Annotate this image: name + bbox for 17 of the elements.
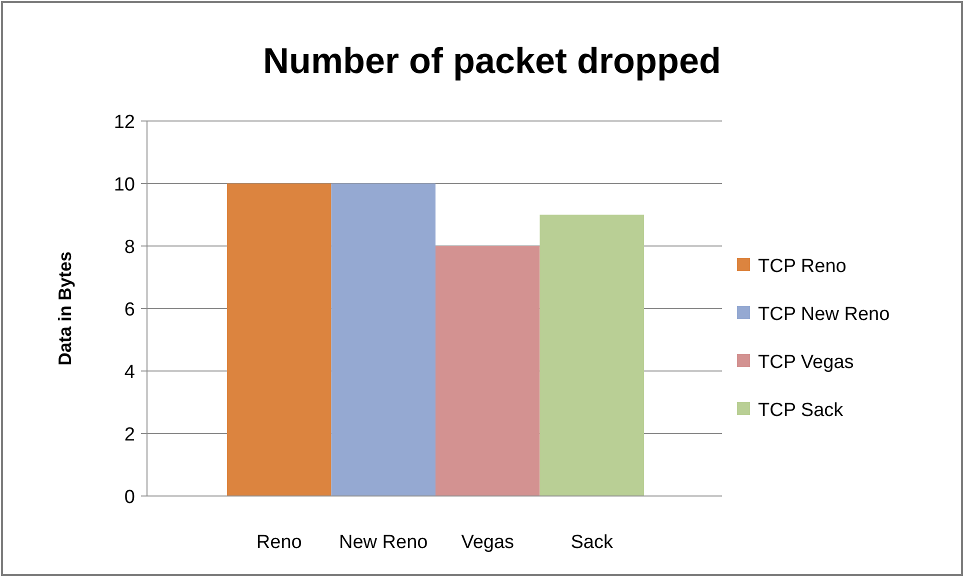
y-tick-label: 6: [124, 300, 135, 320]
y-axis-title: Data in Bytes: [55, 251, 75, 366]
y-tick-label: 12: [114, 112, 135, 133]
legend-label: TCP New Reno: [758, 304, 890, 325]
x-tick-label: Vegas: [461, 532, 514, 553]
x-tick-label: Sack: [570, 532, 614, 553]
legend-label: TCP Vegas: [758, 352, 854, 373]
x-tick-label: New Reno: [339, 532, 428, 553]
y-tick-label: 8: [124, 237, 135, 258]
y-tick-label: 10: [114, 174, 135, 196]
legend-label: TCP Reno: [758, 256, 846, 277]
chart-title: Number of packet dropped: [262, 40, 722, 81]
y-tick-label: 4: [124, 362, 136, 383]
y-tick-label: 0: [124, 487, 135, 508]
x-tick-label: Reno: [256, 532, 302, 553]
y-tick-label: 2: [124, 424, 135, 446]
legend-label: TCP Sack: [758, 400, 844, 421]
